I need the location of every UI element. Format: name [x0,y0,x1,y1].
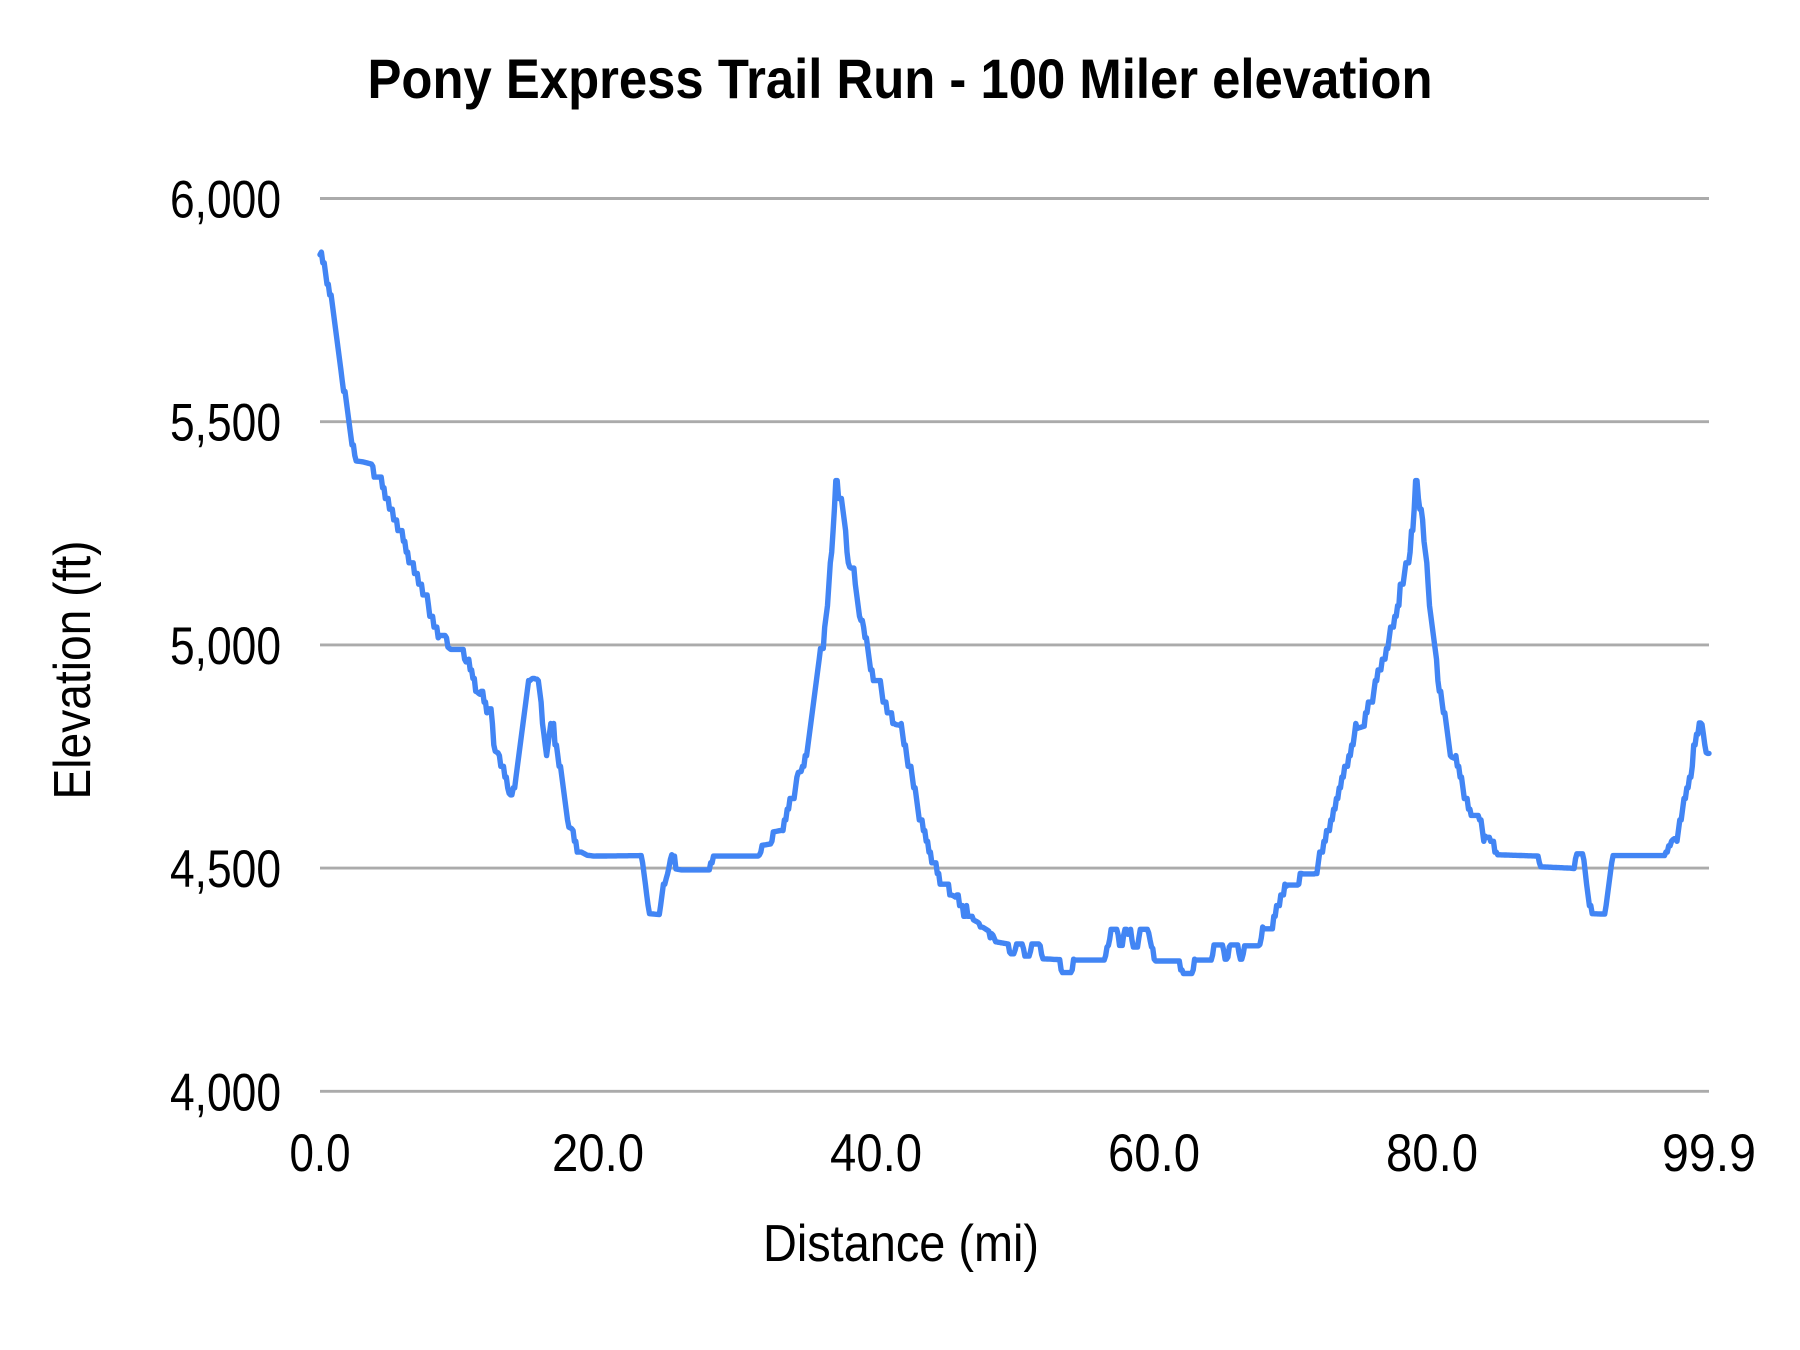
svg-text:80.0: 80.0 [1386,1124,1478,1183]
svg-text:40.0: 40.0 [830,1124,922,1183]
svg-text:4,500: 4,500 [170,840,281,899]
svg-text:Elevation (ft): Elevation (ft) [44,541,102,800]
svg-text:20.0: 20.0 [552,1124,644,1183]
svg-text:Pony Express Trail Run - 100 M: Pony Express Trail Run - 100 Miler eleva… [368,47,1433,110]
svg-text:99.9: 99.9 [1662,1124,1756,1183]
svg-text:4,000: 4,000 [170,1063,281,1122]
svg-text:6,000: 6,000 [170,171,281,230]
svg-text:Distance (mi): Distance (mi) [763,1215,1039,1273]
svg-text:5,500: 5,500 [170,394,281,453]
svg-text:60.0: 60.0 [1108,1124,1200,1183]
svg-text:5,000: 5,000 [170,617,281,676]
svg-text:0.0: 0.0 [290,1124,351,1183]
